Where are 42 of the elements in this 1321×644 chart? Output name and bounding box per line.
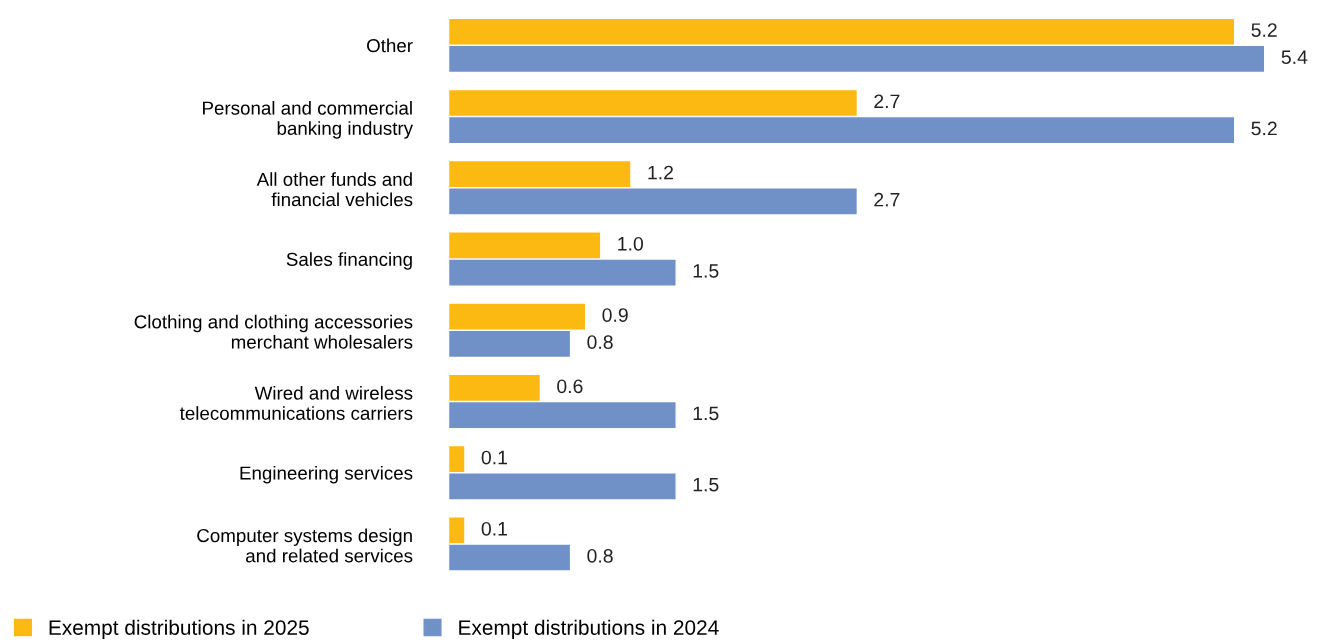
bar <box>449 375 540 401</box>
y-tick-label: All other funds and financial vehicles <box>256 172 413 207</box>
y-tick-label: Wired and wireless telecommunications carriers <box>179 385 413 420</box>
data-label: 2.7 <box>874 94 900 109</box>
bar <box>449 232 601 259</box>
bar <box>449 402 676 428</box>
bar <box>449 259 676 286</box>
y-tick-label: Engineering services <box>240 465 413 484</box>
data-label: 1.0 <box>618 236 644 251</box>
data-label: 0.1 <box>481 521 507 536</box>
data-label: 2.7 <box>874 192 900 207</box>
data-label: 0.8 <box>587 548 613 563</box>
bar <box>449 446 465 473</box>
y-tick-label: Computer systems design and related services <box>197 528 413 563</box>
data-label: 1.5 <box>693 477 719 492</box>
data-label: 1.2 <box>648 165 673 180</box>
y-tick-label: Other <box>367 38 413 53</box>
data-label: 1.5 <box>693 264 719 278</box>
bar <box>449 117 1235 143</box>
data-label: 0.8 <box>587 335 613 350</box>
y-tick-label: Personal and commercial banking industry <box>203 100 413 139</box>
y-tick-label: Sales financing <box>286 252 412 270</box>
bar <box>449 330 570 357</box>
data-label: 5.2 <box>1251 121 1277 136</box>
bar <box>449 517 465 544</box>
data-label: 1.5 <box>693 406 719 421</box>
y-tick-label: Clothing and clothing accessories merchant wholesalers <box>134 314 413 349</box>
data-label: 0.9 <box>602 308 628 322</box>
data-label: 5.4 <box>1281 50 1308 65</box>
bar <box>449 161 631 188</box>
legend-label: Exempt distributions in 2025 <box>49 619 309 640</box>
data-label: 5.2 <box>1251 23 1277 37</box>
data-label: 0.6 <box>557 379 583 394</box>
bar <box>449 45 1265 72</box>
data-label: 0.1 <box>481 450 507 465</box>
bar <box>449 303 585 330</box>
bar <box>449 188 857 215</box>
bar <box>449 18 1235 45</box>
legend-label: Exempt distributions in 2024 <box>459 619 719 640</box>
bar <box>449 544 570 571</box>
bar <box>449 90 857 116</box>
bar <box>449 473 676 500</box>
